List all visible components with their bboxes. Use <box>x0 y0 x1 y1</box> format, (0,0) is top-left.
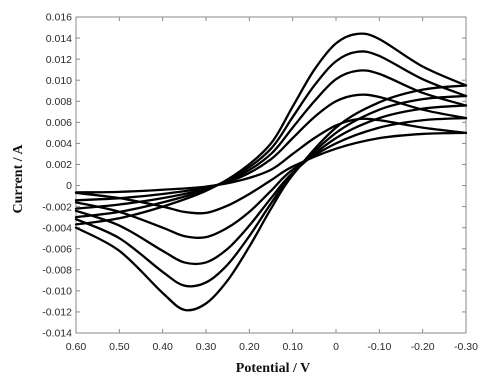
y-tick-label: 0.006 <box>46 117 72 129</box>
y-tick-label: -0.006 <box>42 243 72 255</box>
y-axis-title: Current / A <box>11 144 26 214</box>
x-axis: Potential / V <box>236 361 310 376</box>
y-tick-label: -0.012 <box>42 307 72 319</box>
cv-curve-1-forward <box>74 117 468 194</box>
x-tick-labels: 0.60 0.50 0.40 0.30 0.20 0.10 0 -0.10 -0.20 -0.30 <box>66 341 478 353</box>
plot-frame <box>75 16 467 334</box>
cv-curve-5-forward <box>74 32 468 226</box>
y-axis: Current / A <box>11 144 26 214</box>
cv-curve-4-forward <box>74 50 468 219</box>
y-tick-label: 0 <box>66 180 72 192</box>
cv-curves <box>74 32 468 312</box>
cv-curve-3-reverse <box>74 104 468 266</box>
y-tick-label: 0.008 <box>46 96 72 108</box>
x-tick-label: 0.40 <box>152 341 173 353</box>
x-tick-label: -0.20 <box>411 341 435 353</box>
y-tick-label: 0.016 <box>46 12 72 24</box>
cv-curve-2-forward <box>74 93 468 202</box>
y-tick-label: 0.012 <box>46 54 72 66</box>
x-tick-label: -0.30 <box>454 341 478 353</box>
y-tick-label: -0.014 <box>42 328 72 340</box>
axis-ticks <box>75 16 467 334</box>
y-tick-label: -0.008 <box>42 265 72 277</box>
y-tick-label: 0.014 <box>46 33 72 45</box>
y-tick-label: -0.010 <box>42 286 72 298</box>
x-tick-label: 0.30 <box>196 341 217 353</box>
y-tick-label: -0.004 <box>42 222 72 234</box>
cv-curve-2-reverse <box>74 116 468 239</box>
x-tick-label: 0.50 <box>109 341 130 353</box>
y-tick-label: 0.004 <box>46 138 72 150</box>
x-axis-title: Potential / V <box>236 361 310 376</box>
y-tick-label: 0.002 <box>46 159 72 171</box>
x-tick-label: 0.20 <box>239 341 260 353</box>
cv-curve-4-reverse <box>74 94 468 288</box>
x-tick-label: 0.10 <box>282 341 303 353</box>
x-tick-label: -0.10 <box>367 341 391 353</box>
y-tick-label: 0.010 <box>46 75 72 87</box>
y-tick-labels: 0.016 0.014 0.012 0.010 0.008 0.006 0.004 0.002… <box>42 12 72 340</box>
cv-curve-3-forward <box>74 69 468 210</box>
cv-curve-5-reverse <box>74 84 468 312</box>
x-tick-label: 0 <box>333 341 339 353</box>
x-tick-label: 0.60 <box>66 341 87 353</box>
y-tick-label: -0.002 <box>42 201 72 213</box>
